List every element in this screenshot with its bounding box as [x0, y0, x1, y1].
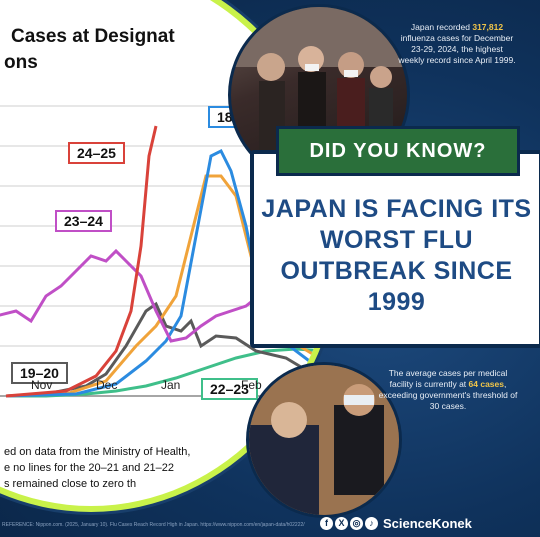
label-2425: 24–25 [68, 142, 125, 164]
did-you-know-banner: DID YOU KNOW? [276, 126, 520, 176]
medical-illustration [249, 365, 399, 515]
chart-title-2: ons [4, 52, 38, 73]
label-2324: 23–24 [55, 210, 112, 232]
fact-top: Japan recorded 317,812 influenza cases f… [398, 22, 516, 66]
label-1920: 19–20 [11, 362, 68, 384]
brand-footer: f X ◎ ♪ ScienceKonek [320, 516, 472, 531]
note-3: s remained close to zero th [4, 478, 137, 490]
series-2324 [0, 248, 257, 343]
fact-bottom-pre: The average cases per medical facility i… [388, 368, 508, 389]
headline: JAPAN IS FACING ITS WORST FLU OUTBREAK S… [261, 195, 532, 316]
medical-photo [246, 362, 402, 518]
fact-bottom-post: , exceeding government's threshold of 30… [378, 379, 518, 411]
note-2: e no lines for the 20–21 and 21–22 [4, 462, 175, 474]
fact-bottom-highlight: 64 cases [468, 379, 504, 389]
month-nov: Nov [31, 378, 53, 392]
fact-top-pre: Japan recorded [410, 22, 473, 32]
label-2223: 22–23 [201, 378, 258, 400]
reference: REFERENCE: Nippon.com. (2025, January 10… [2, 522, 305, 528]
chart-notes: ed on data from the Ministry of Health, … [4, 444, 190, 492]
month-jan: Jan [161, 378, 181, 392]
fact-bottom: The average cases per medical facility i… [378, 368, 518, 412]
fact-top-highlight: 317,812 [472, 22, 504, 32]
brand-name: ScienceKonek [383, 516, 472, 531]
fact-top-post: influenza cases for December 23-29, 2024… [398, 33, 516, 65]
month-dec: Dec [96, 378, 118, 392]
note-1: ed on data from the Ministry of Health, [4, 446, 191, 458]
facebook-icon[interactable]: f [320, 517, 333, 530]
x-icon[interactable]: X [335, 517, 348, 530]
instagram-icon[interactable]: ◎ [350, 517, 363, 530]
chart-title-1: Cases at Designat [11, 26, 175, 47]
month-feb: Feb [241, 378, 262, 392]
tiktok-icon[interactable]: ♪ [365, 517, 378, 530]
series-2425 [5, 125, 158, 398]
headline-box: JAPAN IS FACING ITS WORST FLU OUTBREAK S… [250, 150, 540, 348]
